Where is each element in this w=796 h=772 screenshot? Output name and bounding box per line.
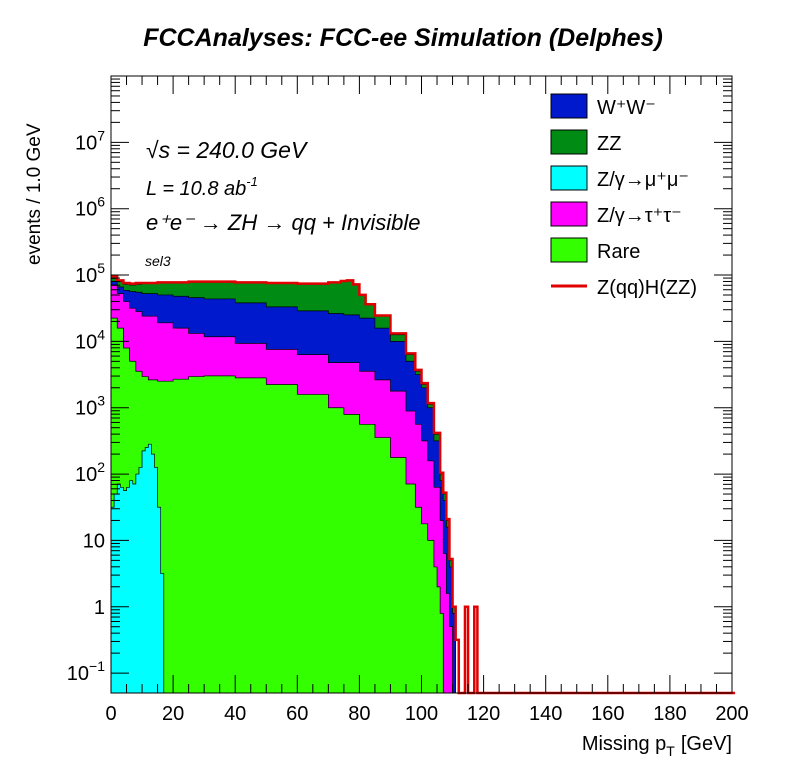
- signal-layer: [111, 275, 736, 695]
- x-tick-label: 100: [405, 703, 438, 725]
- y-tick-label: 104: [75, 326, 105, 353]
- lumi-exponent: -1: [246, 174, 258, 189]
- series-layer: [110, 277, 459, 694]
- lumi-annotation: L = 10.8 ab-1: [146, 174, 258, 200]
- legend-swatch: [550, 201, 588, 227]
- x-tick-label: 0: [105, 703, 116, 725]
- legend-swatch: [550, 129, 588, 155]
- y-axis-label: events / 1.0 GeV: [24, 123, 45, 265]
- chart-title: FCCAnalyses: FCC-ee Simulation (Delphes): [143, 24, 663, 52]
- x-tick-label: 60: [286, 703, 308, 725]
- x-tick-label: 140: [529, 703, 562, 725]
- signal-line: [111, 275, 736, 695]
- y-tick-label: 10−1: [67, 658, 105, 685]
- x-axis-label-sub: T: [666, 743, 675, 759]
- x-ticks: 0 20 40 60 80 100 120 140 160 180 200: [105, 76, 749, 725]
- x-axis-label: Missing pT [GeV]: [582, 733, 732, 759]
- x-tick-label: 120: [467, 703, 500, 725]
- x-tick-label: 80: [348, 703, 370, 725]
- series-area-1: [110, 317, 447, 694]
- legend: W⁺W⁻ ZZ Z/γ→μ⁺μ⁻ Z/γ→τ⁺τ⁻ Rare Z(qq)H(ZZ): [550, 93, 697, 299]
- lumi-text: L = 10.8 ab: [146, 178, 246, 200]
- series-area-0: [110, 443, 170, 694]
- legend-label: Rare: [597, 241, 640, 263]
- legend-label: ZZ: [597, 133, 621, 155]
- selection-annotation: sel3: [145, 253, 171, 269]
- x-tick-label: 200: [715, 703, 748, 725]
- legend-label: Z/γ→μ⁺μ⁻: [597, 169, 689, 191]
- x-tick-label: 20: [162, 703, 184, 725]
- y-tick-label: 103: [75, 393, 105, 420]
- y-tick-label: 1: [94, 597, 105, 619]
- x-axis-label-main: Missing p: [582, 733, 666, 755]
- y-ticks: 10−1 1 10 102 103 104 105 106 107: [67, 78, 732, 685]
- legend-swatch: [550, 237, 588, 263]
- y-tick-label: 105: [75, 260, 105, 287]
- y-tick-label: 106: [75, 194, 105, 221]
- x-tick-label: 180: [653, 703, 686, 725]
- legend-swatch: [550, 93, 588, 119]
- legend-swatch: [550, 165, 588, 191]
- sqrt-s-annotation: √s = 240.0 GeV: [146, 137, 309, 163]
- legend-label: Z/γ→τ⁺τ⁻: [597, 205, 682, 227]
- x-axis-label-unit: [GeV]: [681, 733, 732, 755]
- legend-label: Z(qq)H(ZZ): [597, 277, 697, 299]
- process-annotation: e⁺e⁻ → ZH → qq + Invisible: [146, 210, 421, 235]
- x-tick-label: 160: [591, 703, 624, 725]
- legend-label: W⁺W⁻: [597, 97, 656, 119]
- y-tick-label: 107: [75, 127, 105, 154]
- y-tick-label: 10: [83, 530, 105, 552]
- y-tick-label: 102: [75, 459, 105, 486]
- x-tick-label: 40: [224, 703, 246, 725]
